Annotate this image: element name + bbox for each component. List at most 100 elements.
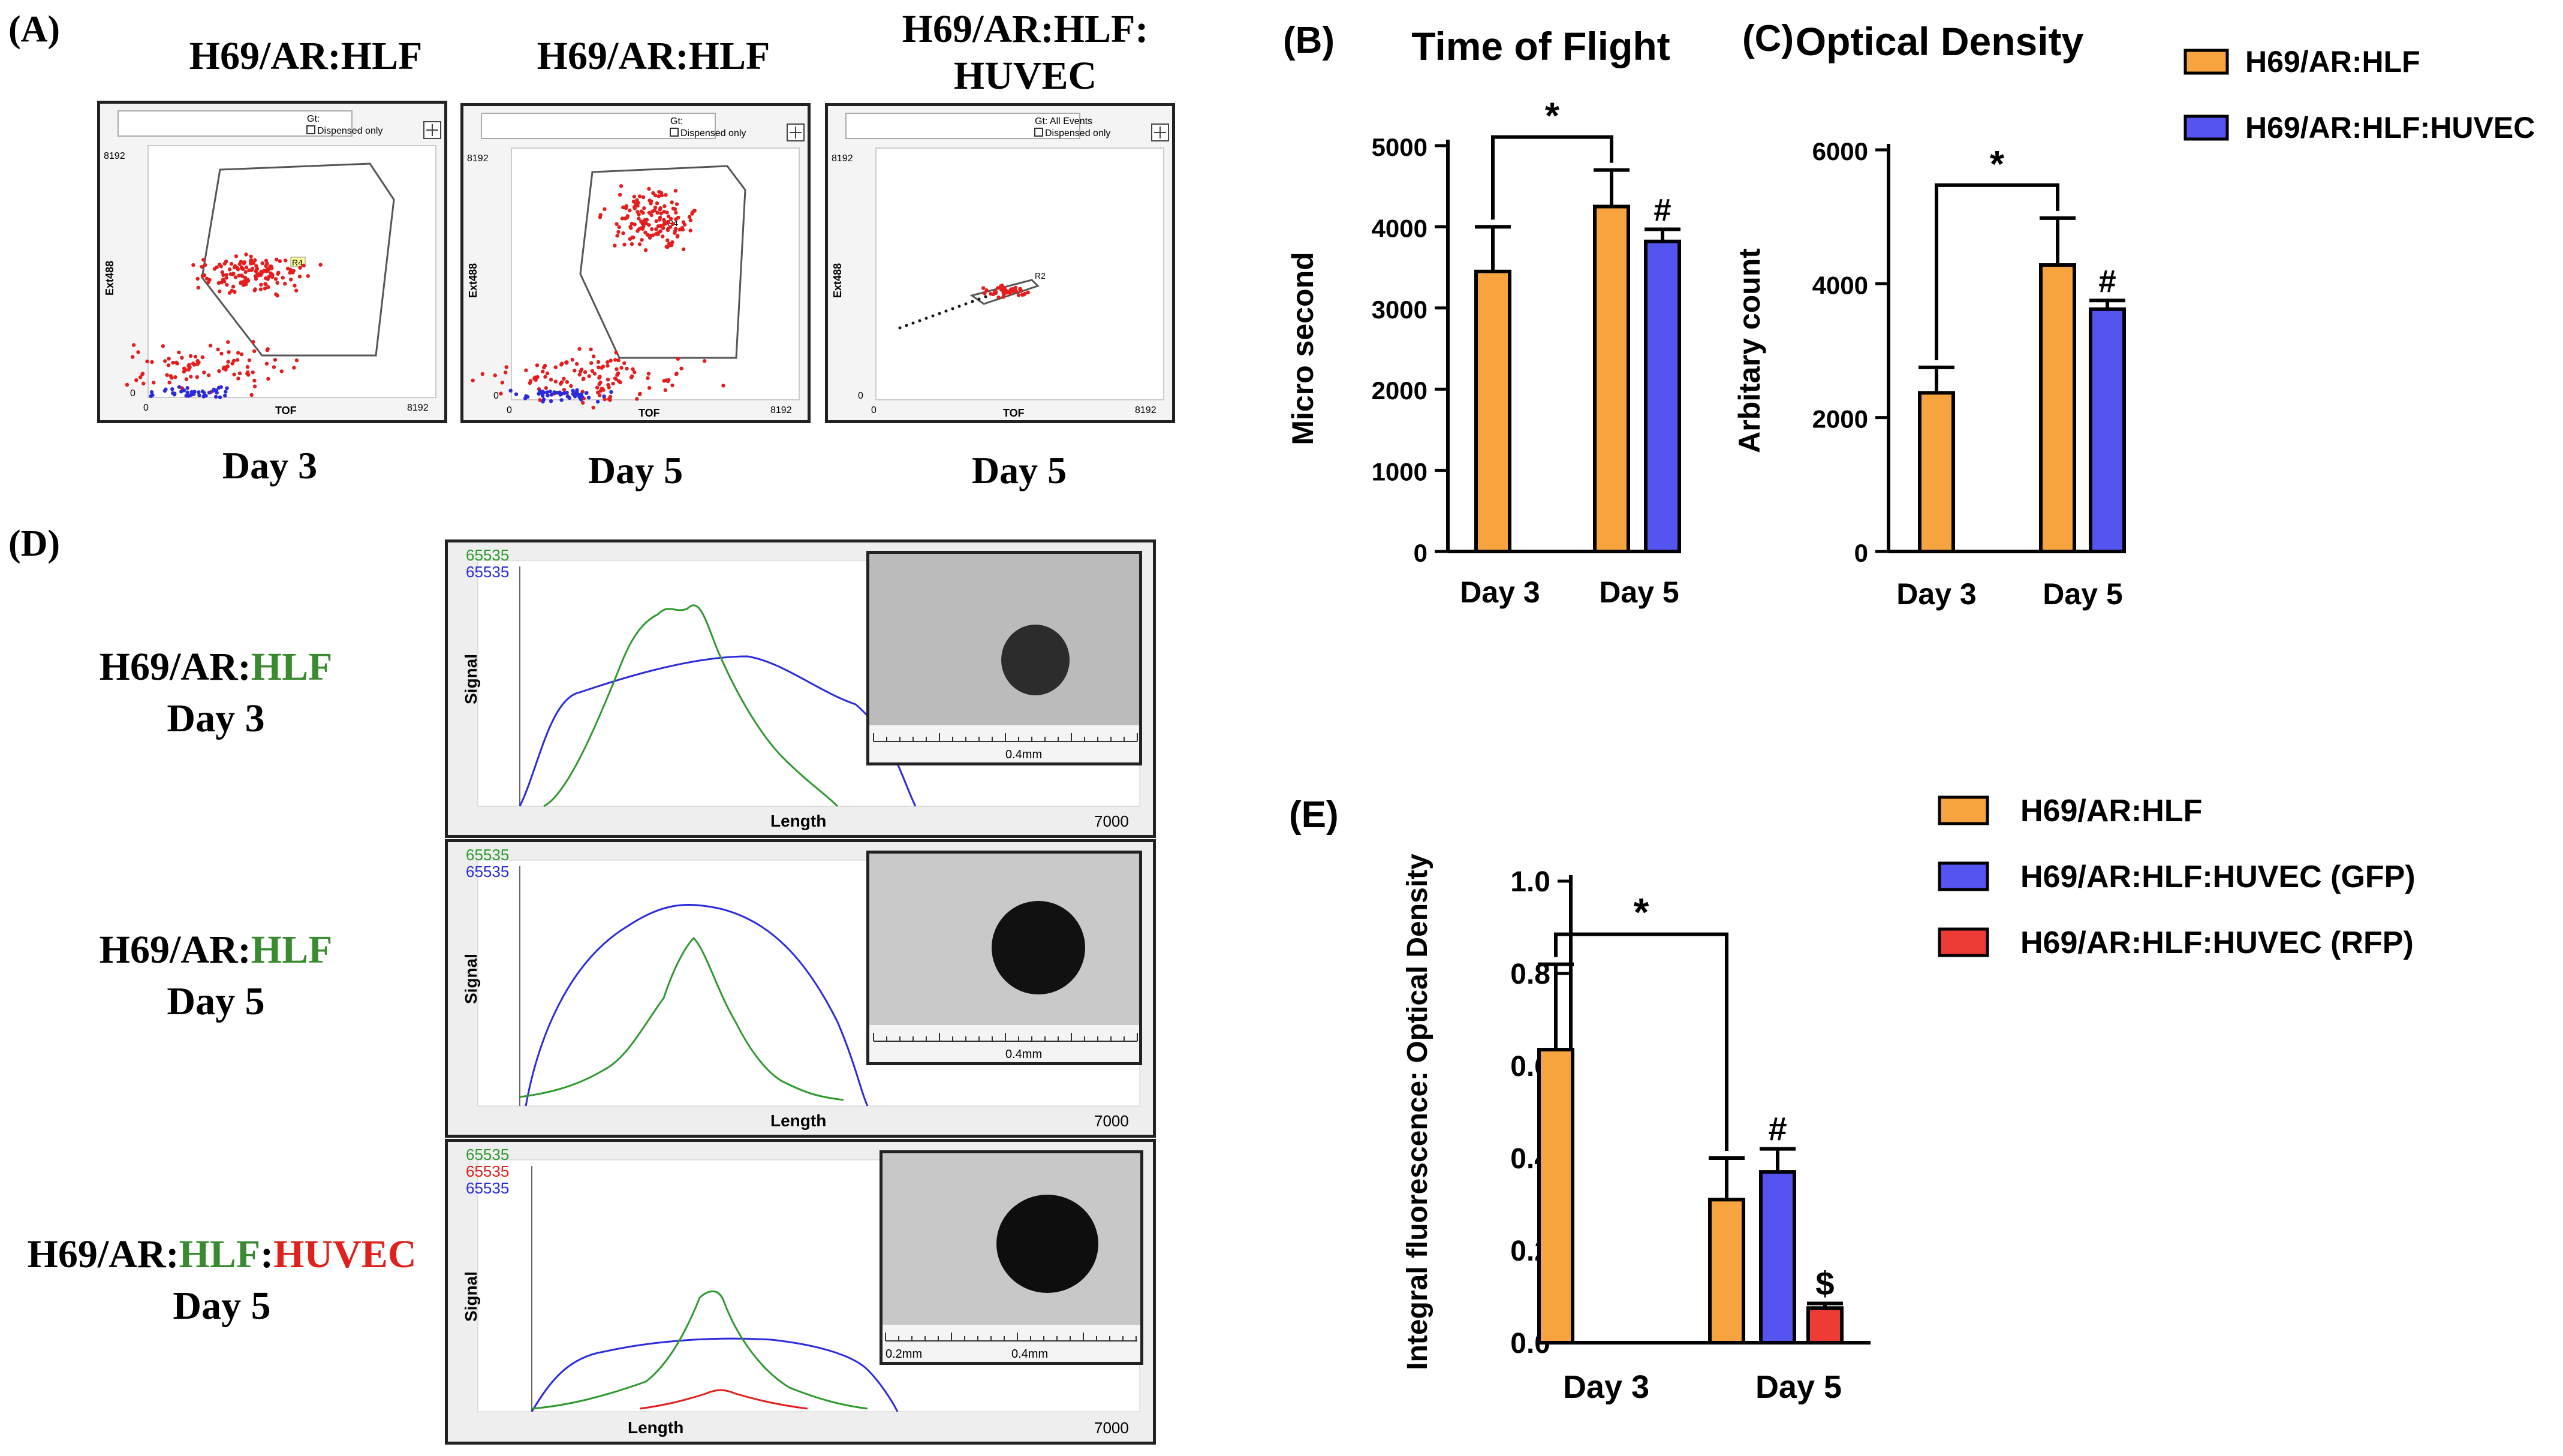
scatter-point — [647, 198, 652, 203]
scatter-point — [541, 397, 546, 402]
scatter-point — [671, 222, 675, 226]
scatter-point — [614, 351, 618, 355]
scatter-point — [180, 355, 184, 360]
scatter-point — [656, 194, 661, 198]
scatter-point — [480, 372, 484, 376]
scatter-point — [559, 398, 564, 402]
scatter-point — [219, 385, 223, 389]
scatter-point — [616, 358, 621, 363]
scatter-point — [957, 305, 961, 308]
scatter-point — [508, 388, 513, 393]
scatter-point — [543, 375, 547, 379]
scatter-point — [621, 231, 625, 236]
grid-icon[interactable] — [423, 121, 441, 139]
scatter-point — [637, 392, 642, 396]
dispensed-checkbox[interactable] — [306, 125, 315, 134]
panel-d-label: (D) — [8, 523, 61, 564]
scatter-point — [573, 369, 577, 373]
scatter-point — [538, 398, 542, 402]
dispensed-checkbox[interactable] — [670, 128, 679, 137]
scatter-point — [245, 279, 249, 284]
scatter-point — [167, 381, 171, 385]
scatter-point — [195, 358, 200, 363]
scatter-point — [598, 393, 602, 397]
y-min: 0 — [130, 388, 135, 399]
scale-right: 0.4mm — [1005, 1048, 1042, 1061]
scatter-point — [193, 354, 198, 359]
scatter-point — [647, 186, 651, 191]
scatter-point — [215, 390, 219, 395]
scatter-point — [149, 390, 154, 394]
scatter-point — [202, 370, 206, 375]
scatter-point — [553, 365, 558, 369]
blue-profile-line — [525, 903, 869, 1107]
y-tick-label: 5000 — [1372, 133, 1427, 161]
scatter-point — [189, 375, 193, 379]
grid-icon[interactable] — [1151, 123, 1169, 141]
significance-mark: # — [1768, 1110, 1787, 1148]
significance-mark: # — [1654, 192, 1671, 228]
x-tick-label: Day 3 — [1460, 575, 1540, 609]
scatter-point — [252, 384, 257, 388]
scatter-point — [670, 240, 674, 245]
scatter-point — [670, 243, 674, 247]
scatter-point — [213, 394, 218, 399]
scatter-point — [603, 207, 607, 212]
scatter-plot-1: Gt: Dispensed only 8192 0 0 8192 TOF Ext… — [100, 104, 444, 420]
scatter-point — [236, 376, 240, 381]
scatter-point — [239, 273, 244, 278]
gate-polygon — [969, 279, 1040, 305]
scatter-point — [597, 365, 601, 369]
scatter-point — [264, 264, 268, 268]
scatter-point — [557, 391, 562, 395]
scatter-point — [570, 357, 574, 362]
scatter-point — [224, 390, 228, 394]
dispensed-checkbox[interactable] — [1034, 128, 1043, 137]
grid-icon[interactable] — [787, 123, 805, 141]
scatter-point — [676, 215, 680, 220]
scatter-point — [647, 385, 652, 390]
scatter-point — [224, 276, 228, 280]
significance-star: * — [1634, 890, 1649, 935]
scatter-point — [1018, 287, 1022, 291]
scatter-point — [239, 352, 244, 357]
panel-a-label: (A) — [8, 9, 61, 50]
scatter-point — [263, 287, 267, 291]
profile-window-3: 65535 65535 65535 Signal Length 7000 0.2… — [445, 1139, 1156, 1445]
bar — [2089, 307, 2126, 553]
scatter-point — [279, 369, 284, 373]
scatter-point — [654, 219, 658, 224]
scatter-point — [615, 373, 619, 377]
scatter-point — [168, 374, 173, 378]
scatter-point — [687, 215, 692, 219]
scatter-point — [562, 388, 567, 392]
x-max-label: 7000 — [1094, 1112, 1129, 1130]
x-min: 0 — [143, 403, 149, 413]
scatter-point — [233, 265, 237, 270]
scatter-point — [293, 284, 297, 288]
scatter-point — [607, 397, 611, 401]
scatter-point — [524, 368, 528, 372]
legend-swatch-hlf — [1938, 795, 1989, 825]
scatter-point — [603, 397, 607, 402]
scatter-point — [640, 238, 644, 242]
bar — [1806, 1306, 1844, 1345]
scatter-point — [217, 369, 221, 373]
scatter-point — [996, 296, 1001, 300]
y-tick-label: 2000 — [1812, 405, 1868, 433]
scatter-point — [236, 351, 240, 355]
panel-b-title: Time of Flight — [1411, 24, 1670, 68]
scatter-point — [606, 360, 610, 364]
x-tick-label: Day 3 — [1896, 577, 1976, 611]
scatter-point — [266, 376, 270, 381]
scatter-point — [619, 184, 624, 188]
scatter-point — [597, 382, 601, 387]
panel-c-label: (C) — [1742, 18, 1794, 59]
row-label-3: H69/AR:HLF:HUVEC Day 5 — [27, 1232, 417, 1328]
bar-charts: (B) Time of Flight 0 1000 2000 3000 4000 5000… — [1283, 18, 2535, 1405]
scatter-point — [676, 357, 680, 361]
scatter-point — [163, 359, 167, 363]
scatter-point — [274, 292, 278, 297]
row-label-1: H69/AR:HLF Day 3 — [99, 645, 333, 740]
scale-right: 0.4mm — [1011, 1348, 1048, 1361]
